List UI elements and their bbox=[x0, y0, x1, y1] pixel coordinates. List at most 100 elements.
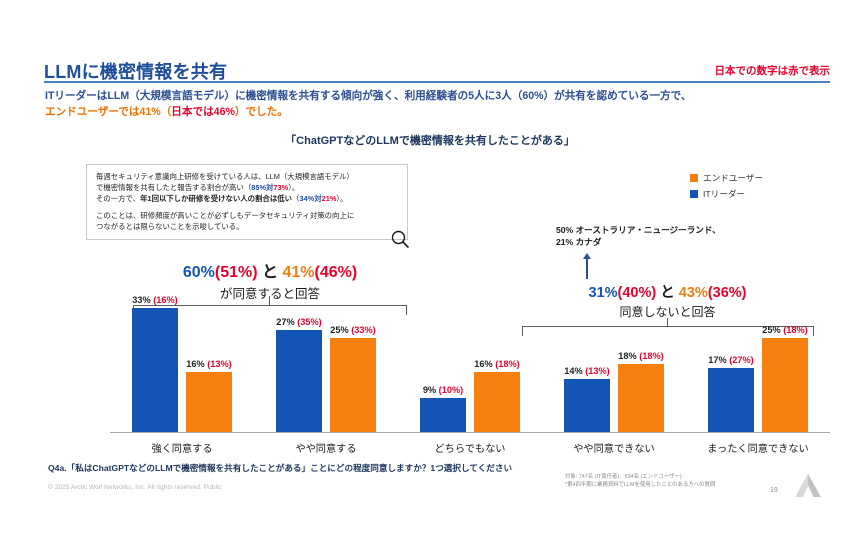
bar-end-user[interactable]: 25% (18%) bbox=[762, 325, 808, 432]
bar-value-japan: (33%) bbox=[351, 324, 376, 335]
country-callout-line2: 21% カナダ bbox=[556, 237, 602, 248]
bar-end-user[interactable]: 18% (18%) bbox=[618, 351, 664, 432]
subhead-line2b: ）でした。 bbox=[234, 106, 288, 119]
subhead-line2a: エンドユーザーでは41%（ bbox=[45, 106, 172, 119]
bar-end-user[interactable]: 16% (13%) bbox=[186, 359, 232, 432]
legend-label-end-user: エンドユーザー bbox=[703, 173, 763, 183]
callout-line-1: 毎週セキュリティ意識向上研修を受けている人は、LLM（大規模言語モデル） bbox=[96, 172, 398, 183]
bar-value-japan: (18%) bbox=[639, 351, 664, 362]
disagree-japan-eu: (36%) bbox=[707, 285, 747, 301]
callout-p2-bold: 年1回以下しか研修を受けない人の割合は低い bbox=[140, 193, 292, 203]
bar-value-japan: (16%) bbox=[153, 294, 178, 305]
bar-chart: 33% (16%) 16% (13%) 27% (35%) 25% (33%) 9% (… bbox=[110, 295, 830, 432]
disagree-brace-stem bbox=[667, 318, 668, 327]
page-title: LLMに機密情報を共有 bbox=[44, 62, 228, 82]
disagree-joiner: と bbox=[656, 285, 679, 301]
callout-p2-blue: 34%対 bbox=[299, 193, 322, 203]
bar-value-label: 17% (27%) bbox=[708, 355, 753, 365]
disagree-annotation-caption: 同意しないと回答 bbox=[619, 305, 716, 319]
bar-it-leader[interactable]: 27% (35%) bbox=[276, 317, 322, 432]
bar-value-japan: (18%) bbox=[783, 324, 808, 335]
country-callout: 50% オーストラリア・ニュージーランド、 21% カナダ bbox=[556, 224, 721, 248]
agree-annotation: 60%(51%) と 41%(46%) が同意すると回答 bbox=[135, 258, 405, 302]
chart-baseline-axis bbox=[110, 432, 830, 433]
bar-value-label: 18% (18%) bbox=[618, 351, 663, 361]
bar-group: 33% (16%) 16% (13%) bbox=[132, 295, 232, 432]
agree-annotation-caption: が同意すると回答 bbox=[219, 287, 320, 301]
category-label: やや同意できない bbox=[573, 444, 655, 455]
bar-value-label: 9% (10%) bbox=[423, 385, 463, 395]
callout-p1-red: 73% bbox=[273, 182, 289, 192]
bar-it-leader[interactable]: 9% (10%) bbox=[420, 385, 466, 432]
callout-p3a: このことは、研修頻度が高いことが必ずしもデータセキュリティ対策の向上に bbox=[96, 210, 355, 220]
callout-p2a: その一方で、 bbox=[96, 193, 141, 203]
bar-value-japan: (35%) bbox=[297, 317, 322, 328]
category-label: やや同意する bbox=[295, 444, 357, 455]
bar-group: 27% (35%) 25% (33%) bbox=[276, 300, 376, 432]
bar-end-user[interactable]: 25% (33%) bbox=[330, 325, 376, 432]
category-label: どちらでもない bbox=[434, 444, 506, 455]
subhead-seg1: ITリーダーはLLM（大規模言語モデル）に機密情報を共有する傾向が強く、利用経験… bbox=[45, 90, 469, 102]
insight-callout-box: 毎週セキュリティ意識向上研修を受けている人は、LLM（大規模言語モデル） で機密… bbox=[86, 164, 408, 240]
agree-japan-it: (51%) bbox=[214, 264, 258, 281]
footnote-text: 対象: 747名 (IT責任者)、534名 (エンドユーザー) *第4四半期に業… bbox=[565, 473, 715, 489]
agree-japan-eu: (46%) bbox=[314, 264, 358, 281]
legend-label-it-leader: ITリーダー bbox=[703, 189, 746, 199]
chart-category-labels: 強く同意する やや同意する どちらでもない やや同意できない まったく同意できない bbox=[110, 440, 830, 456]
bar-it-leader[interactable]: 17% (27%) bbox=[708, 355, 754, 432]
survey-question: Q4a.「私はChatGPTなどのLLMで機密情報を共有したことがある」ことにど… bbox=[48, 463, 513, 473]
japan-red-legend-note: 日本での数字は赤で表示 bbox=[714, 65, 831, 77]
bar-value-global: 25% bbox=[330, 324, 352, 335]
bar-value-label: 16% (18%) bbox=[474, 359, 519, 369]
bar-value-label: 14% (13%) bbox=[564, 366, 609, 376]
agree-brace-stem bbox=[269, 296, 270, 306]
callout-line-4: このことは、研修頻度が高いことが必ずしもデータセキュリティ対策の向上に bbox=[96, 211, 398, 222]
bar-value-label: 25% (33%) bbox=[330, 325, 375, 335]
bar-group: 17% (27%) 25% (18%) bbox=[708, 300, 808, 432]
country-arrow-stem bbox=[586, 259, 588, 279]
callout-p1-blue: 85%対 bbox=[251, 182, 274, 192]
chart-legend: エンドユーザー ITリーダー bbox=[690, 172, 763, 204]
disagree-global-eu: 43% bbox=[678, 285, 708, 301]
callout-p2c: ）。 bbox=[336, 193, 348, 203]
disagree-annotation: 31%(40%) と 43%(36%) 同意しないと回答 bbox=[525, 281, 810, 320]
bar-value-global: 25% bbox=[762, 324, 784, 335]
bar-value-global: 33% bbox=[132, 294, 154, 305]
legend-item-end-user: エンドユーザー bbox=[690, 172, 763, 184]
bar-value-japan: (10%) bbox=[438, 385, 464, 396]
bar-value-label: 25% (18%) bbox=[762, 325, 807, 335]
bar-value-global: 9% bbox=[422, 385, 439, 396]
bar-value-global: 18% bbox=[618, 351, 640, 362]
bar-value-global: 14% bbox=[564, 366, 586, 377]
callout-line-3: その一方で、年1回以下しか研修を受けない人の割合は低い（34%対21%）。 bbox=[96, 194, 398, 205]
callout-line-2: で機密情報を共有したと報告する割合が高い（85%対73%）。 bbox=[96, 183, 398, 194]
bar-it-leader[interactable]: 14% (13%) bbox=[564, 366, 610, 432]
bar-end-user[interactable]: 16% (18%) bbox=[474, 359, 520, 432]
disagree-annotation-values: 31%(40%) と 43%(36%) bbox=[525, 281, 810, 302]
bar-value-japan: (27%) bbox=[729, 354, 754, 365]
footnote-line-2: *第4四半期に業務資料でLLMを使用したことのある方への質問 bbox=[565, 482, 716, 489]
header-divider bbox=[44, 81, 830, 83]
bar-it-leader[interactable]: 33% (16%) bbox=[132, 295, 178, 432]
legend-item-it-leader: ITリーダー bbox=[690, 188, 763, 200]
bar-value-global: 16% bbox=[474, 358, 496, 369]
agree-joiner: と bbox=[257, 264, 283, 281]
bar-value-japan: (13%) bbox=[207, 358, 232, 369]
country-callout-line1: 50% オーストラリア・ニュージーランド、 bbox=[556, 225, 721, 235]
legend-swatch-orange-icon bbox=[690, 174, 698, 182]
callout-p2b: （ bbox=[292, 193, 300, 203]
category-label: まったく同意できない bbox=[707, 444, 809, 455]
bar-value-label: 27% (35%) bbox=[276, 317, 321, 327]
bar-value-global: 27% bbox=[276, 317, 298, 328]
page-number: 19 bbox=[770, 487, 778, 494]
callout-p1a: 毎週セキュリティ意識向上研修を受けている人は、LLM（大規模言語モデル） bbox=[96, 172, 354, 181]
agree-global-eu: 41% bbox=[282, 264, 315, 281]
bar-value-global: 16% bbox=[186, 358, 208, 369]
disagree-global-it: 31% bbox=[588, 285, 618, 301]
callout-line-5: つながるとは限らないことを示唆している。 bbox=[96, 222, 398, 233]
footnote-line-1: 対象: 747名 (IT責任者)、534名 (エンドユーザー) bbox=[565, 474, 682, 480]
bar-value-japan: (18%) bbox=[495, 358, 520, 369]
subhead-seg3: が共有を認めている一方で、 bbox=[554, 90, 692, 102]
agree-global-it: 60% bbox=[182, 264, 215, 281]
